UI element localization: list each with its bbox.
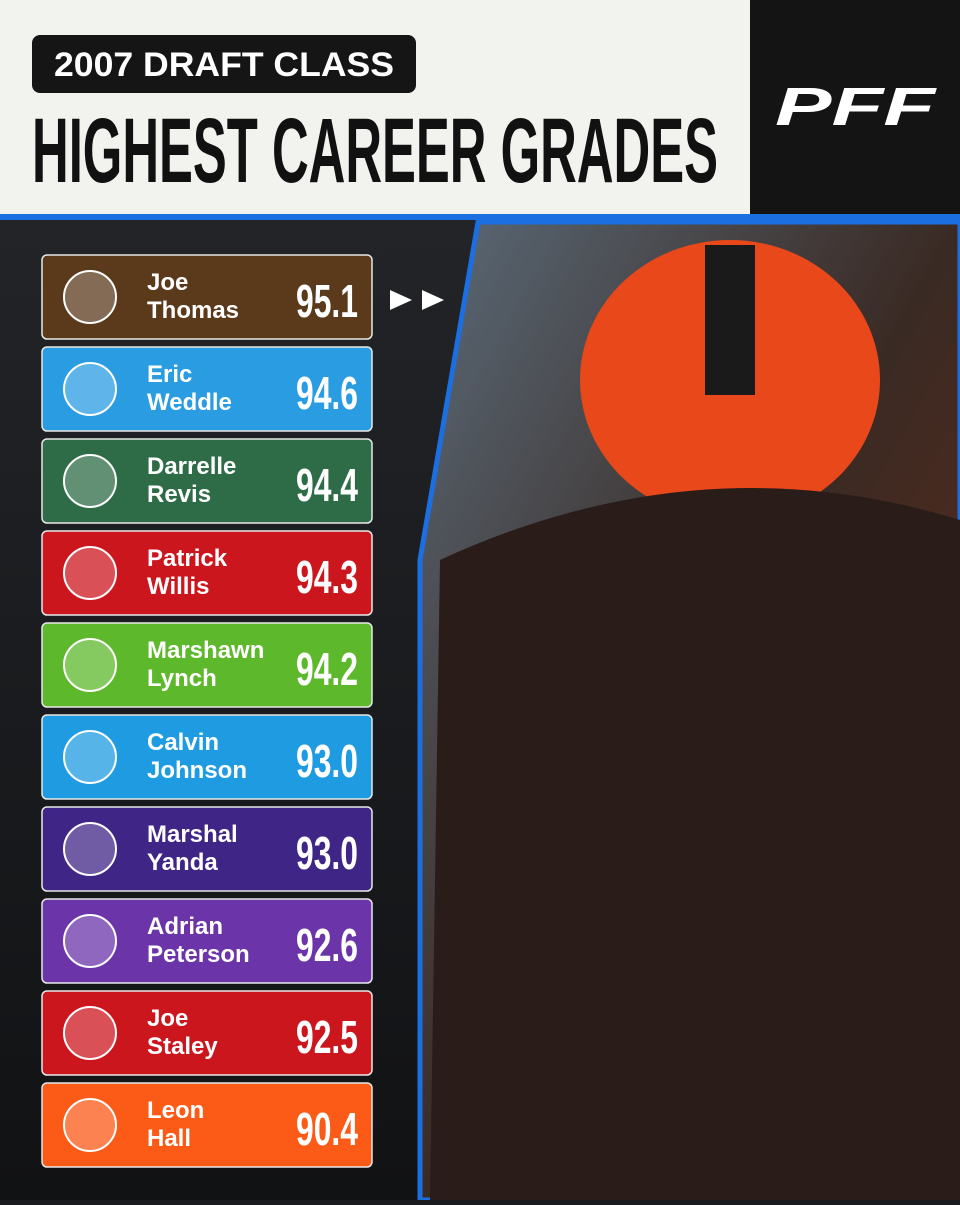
row-card (41, 806, 373, 892)
team-logo (63, 362, 117, 416)
last-name: Thomas (147, 297, 239, 324)
row-card (41, 898, 373, 984)
row-card (41, 990, 373, 1076)
first-name: Darrelle (147, 453, 236, 480)
subtitle-pill (32, 35, 416, 93)
arrow (390, 290, 412, 310)
grade: 90.4 (296, 1103, 358, 1155)
grade: 92.5 (296, 1011, 358, 1063)
photo-jersey (430, 488, 960, 1200)
last-name: Yanda (147, 849, 218, 876)
row-card (41, 346, 373, 432)
last-name: Weddle (147, 389, 232, 416)
subtitle: 2007 DRAFT CLASS (54, 46, 394, 84)
row-card (41, 622, 373, 708)
first-name: Adrian (147, 913, 223, 940)
team-logo (63, 270, 117, 324)
first-name: Marshal (147, 821, 238, 848)
first-name: Eric (147, 361, 192, 388)
first-name: Calvin (147, 729, 219, 756)
row-card (41, 714, 373, 800)
first-name: Marshawn (147, 637, 264, 664)
team-logo (63, 546, 117, 600)
team-logo (63, 822, 117, 876)
grade: 93.0 (296, 827, 358, 879)
last-name: Lynch (147, 665, 217, 692)
last-name: Johnson (147, 757, 247, 784)
grade: 94.6 (296, 367, 358, 419)
photo-helmet-stripe (705, 245, 755, 395)
last-name: Staley (147, 1033, 218, 1060)
first-name: Patrick (147, 545, 228, 572)
last-name: Willis (147, 573, 209, 600)
row-card (41, 438, 373, 524)
grade: 94.3 (296, 551, 358, 603)
row-card (41, 254, 373, 340)
first-name: Joe (147, 269, 188, 296)
row-card (41, 530, 373, 616)
arrow (422, 290, 444, 310)
first-name: Joe (147, 1005, 188, 1032)
title: HIGHEST CAREER GRADES (32, 100, 718, 202)
logo: PFF (775, 77, 938, 137)
team-logo (63, 914, 117, 968)
team-logo (63, 1006, 117, 1060)
first-name: Leon (147, 1097, 204, 1124)
last-name: Hall (147, 1125, 191, 1152)
row-card (41, 1082, 373, 1168)
grade: 94.2 (296, 643, 358, 695)
team-logo (63, 730, 117, 784)
grade: 95.1 (296, 275, 358, 327)
grade: 94.4 (296, 459, 358, 511)
last-name: Peterson (147, 941, 250, 968)
last-name: Revis (147, 481, 211, 508)
grade: 92.6 (296, 919, 358, 971)
team-logo (63, 454, 117, 508)
logo-panel (750, 0, 960, 216)
grade: 93.0 (296, 735, 358, 787)
team-logo (63, 1098, 117, 1152)
header-rule (0, 214, 960, 220)
team-logo (63, 638, 117, 692)
